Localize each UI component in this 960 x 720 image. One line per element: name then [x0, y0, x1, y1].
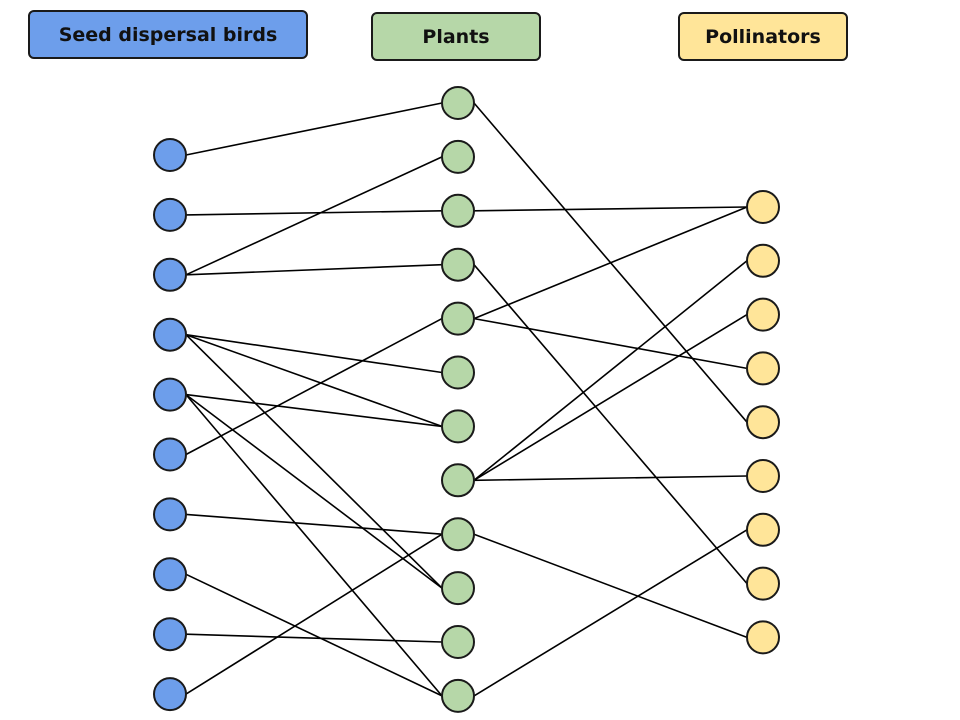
plant-pollinator-link: [473, 529, 748, 697]
bird-plant-link: [185, 573, 443, 697]
pollinators-header: Pollinators: [678, 12, 848, 61]
bird-node: [153, 437, 187, 472]
plant-pollinator-link: [473, 260, 748, 481]
bird-node: [153, 197, 187, 232]
plant-node: [441, 678, 475, 713]
pollinator-node: [746, 243, 780, 278]
bird-plant-link: [185, 633, 443, 643]
edge-layer: [185, 102, 748, 697]
plant-node: [441, 571, 475, 606]
plant-node: [441, 301, 475, 336]
plant-node: [441, 355, 475, 390]
bird-plant-link: [185, 334, 443, 589]
plant-pollinator-link: [473, 206, 748, 320]
bird-plant-link: [185, 393, 443, 589]
seed-dispersal-birds-header: Seed dispersal birds: [28, 10, 308, 59]
bird-node: [153, 497, 187, 532]
pollinator-node: [746, 190, 780, 224]
plant-pollinator-link: [473, 264, 748, 585]
pollinator-node: [746, 620, 780, 655]
plant-pollinator-link: [473, 475, 748, 482]
pollinator-node: [746, 297, 780, 332]
pollinator-node: [746, 512, 780, 547]
plant-node: [441, 409, 475, 444]
plant-pollinator-link: [473, 313, 748, 481]
bird-plant-link: [185, 317, 443, 456]
bird-node: [153, 257, 187, 292]
bird-node: [153, 677, 187, 712]
bird-plant-link: [185, 333, 443, 428]
plant-node: [441, 517, 475, 552]
bird-node: [153, 377, 187, 412]
bird-plant-link: [185, 394, 443, 697]
plant-node: [441, 463, 475, 498]
bird-plant-link: [185, 333, 443, 374]
plants-header: Plants: [371, 12, 541, 61]
bird-node: [153, 617, 187, 652]
pollinator-node: [746, 459, 780, 493]
plant-node: [441, 86, 475, 120]
node-layer: [153, 86, 780, 713]
plant-node: [441, 139, 475, 174]
bird-node: [153, 138, 187, 172]
bird-plant-link: [185, 533, 443, 695]
bird-plant-link: [185, 210, 443, 216]
pollinator-node: [746, 566, 780, 601]
plant-node: [441, 625, 475, 659]
bird-node: [153, 557, 187, 592]
bird-plant-link: [185, 156, 443, 276]
plant-node: [441, 247, 475, 282]
bird-plant-link: [185, 102, 443, 156]
bird-plant-link: [185, 513, 443, 535]
bird-plant-link: [185, 393, 443, 428]
plant-pollinator-link: [473, 533, 748, 639]
plant-pollinator-link: [473, 206, 748, 212]
pollinator-node: [746, 405, 780, 440]
bird-node: [153, 317, 187, 352]
plant-pollinator-link: [473, 317, 748, 370]
pollinator-node: [746, 351, 780, 386]
plant-node: [441, 193, 475, 228]
bird-plant-link: [185, 263, 443, 276]
